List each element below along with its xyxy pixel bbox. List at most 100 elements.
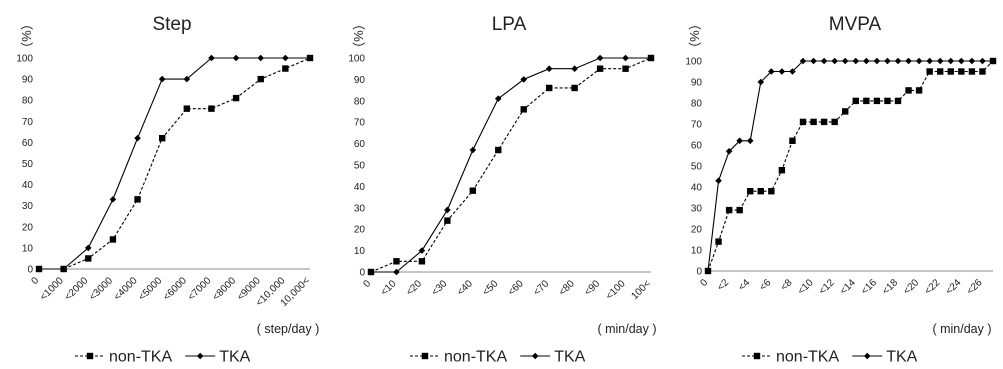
- data-point: [789, 68, 796, 75]
- y-tick-label: 50: [354, 161, 366, 172]
- data-point: [905, 57, 912, 65]
- data-point: [109, 236, 117, 243]
- data-point: [418, 247, 426, 254]
- x-tick-label: <90: [582, 278, 602, 298]
- data-point: [85, 255, 92, 262]
- data-point: [545, 65, 553, 72]
- chart-panel-lpa: LPA （%） 0 10 20 30 40 50 60 70 80 90 100 0 <10 <20 <30 <4…: [348, 14, 656, 366]
- x-tick-label: <6000: [161, 275, 189, 303]
- y-tick-label: 70: [22, 117, 34, 128]
- data-point: [989, 57, 997, 65]
- x-axis-unit-label: ( min/day ): [932, 322, 991, 336]
- series-non-tka: [35, 54, 314, 273]
- data-point: [947, 57, 955, 65]
- x-tick-label: <12: [817, 277, 837, 297]
- legend-marker: [863, 352, 871, 360]
- y-tick-label: 60: [22, 138, 34, 149]
- data-point: [968, 57, 976, 65]
- data-point: [257, 54, 265, 62]
- legend-marker: [196, 352, 204, 360]
- data-point: [884, 97, 891, 105]
- y-tick-label: 90: [22, 75, 34, 86]
- y-tick-label: 40: [22, 180, 34, 191]
- legend-marker: [86, 352, 94, 360]
- data-point: [571, 84, 578, 92]
- y-tick-label: 40: [691, 183, 703, 194]
- data-point: [494, 95, 502, 102]
- data-point: [915, 57, 923, 65]
- data-point: [894, 97, 902, 105]
- y-tick-label: 10: [354, 246, 366, 257]
- x-tick-label: <7000: [186, 275, 214, 303]
- legend-marker: [421, 352, 429, 360]
- data-point: [947, 68, 954, 75]
- data-point: [715, 177, 722, 184]
- data-point: [968, 68, 976, 75]
- data-point: [768, 68, 775, 75]
- series-non-tka: [367, 54, 655, 276]
- y-tick-label: 60: [691, 141, 703, 152]
- y-tick-label: 90: [691, 78, 703, 89]
- x-axis-unit-label: ( step/day ): [257, 322, 320, 336]
- y-tick-label: 100: [16, 54, 33, 65]
- data-point: [810, 118, 817, 126]
- data-point: [789, 137, 796, 144]
- series-line: [707, 60, 994, 272]
- x-tick-label: <16: [859, 277, 879, 297]
- x-tick-label: <5000: [137, 275, 165, 303]
- data-point: [905, 87, 912, 94]
- data-point: [937, 68, 944, 75]
- data-point: [444, 206, 451, 214]
- data-point: [367, 268, 375, 276]
- x-tick-label: <30: [430, 278, 450, 298]
- data-point: [936, 57, 944, 65]
- data-point: [520, 106, 527, 113]
- data-point: [208, 105, 215, 112]
- data-point: [810, 57, 817, 65]
- y-tick-label: 100: [685, 57, 702, 68]
- data-point: [622, 54, 629, 62]
- data-point: [60, 265, 67, 273]
- data-point: [725, 206, 733, 214]
- data-point: [596, 54, 604, 62]
- x-tick-label: <2000: [63, 275, 91, 303]
- data-point: [926, 57, 933, 65]
- y-tick-label: 20: [22, 222, 34, 233]
- data-point: [725, 148, 733, 155]
- data-point: [736, 137, 743, 145]
- data-point: [306, 54, 314, 62]
- data-point: [831, 57, 838, 65]
- data-point: [873, 97, 881, 105]
- data-point: [257, 75, 264, 83]
- x-tick-label: <3000: [87, 275, 115, 303]
- data-point: [647, 54, 655, 62]
- legend-marker: [531, 352, 539, 360]
- y-tick-label: 10: [22, 243, 34, 254]
- data-point: [208, 54, 215, 62]
- y-tick-label: 0: [359, 268, 365, 279]
- y-tick-label: 80: [691, 99, 703, 110]
- data-point: [958, 68, 965, 75]
- data-point: [418, 258, 426, 265]
- chart-title: MVPA: [829, 14, 882, 35]
- legend-label: non-TKA: [776, 349, 839, 366]
- series-tka: [704, 57, 997, 275]
- data-point: [158, 75, 166, 83]
- legend: non-TKA TKA: [742, 349, 918, 366]
- data-point: [852, 97, 859, 105]
- data-point: [842, 108, 849, 115]
- legend-label: non-TKA: [109, 349, 172, 366]
- legend-label: TKA: [554, 349, 585, 366]
- data-point: [979, 68, 986, 75]
- data-point: [571, 65, 578, 72]
- series-line: [370, 57, 652, 273]
- x-tick-label: 0: [698, 277, 710, 289]
- chart-title: Step: [152, 14, 191, 35]
- y-tick-label: 60: [354, 139, 366, 150]
- data-point: [393, 268, 400, 276]
- x-tick-label: <22: [923, 277, 943, 297]
- data-point: [495, 146, 502, 154]
- data-point: [979, 57, 986, 65]
- data-point: [134, 134, 141, 142]
